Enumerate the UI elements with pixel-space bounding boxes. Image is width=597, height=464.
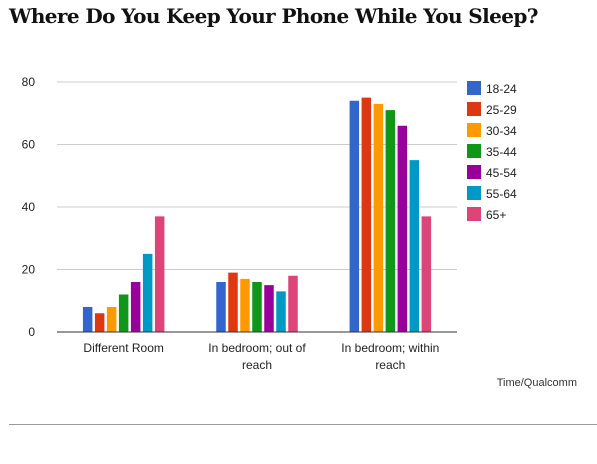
bar-18-24-0 [82, 307, 93, 332]
legend-label: 18-24 [486, 82, 517, 96]
gridlines [57, 81, 457, 270]
legend-label: 65+ [486, 208, 506, 222]
y-tick-label: 80 [22, 75, 36, 89]
legend-swatch [467, 102, 481, 116]
bar-65+-2 [421, 216, 432, 332]
footer-divider [9, 424, 597, 425]
y-tick-label: 60 [22, 138, 36, 152]
y-axis-ticks: 0 20 40 60 80 [22, 75, 36, 339]
legend-swatch [467, 207, 481, 221]
bar-45-54-1 [264, 285, 274, 332]
bar-25-29-0 [94, 313, 105, 332]
bar-chart: 0 20 40 60 80 Different Room In bedroom; out … [22, 75, 517, 372]
legend-swatch [467, 123, 481, 137]
y-tick-label: 40 [22, 200, 36, 214]
legend-label: 55-64 [486, 187, 517, 201]
x-tick-label: In bedroom; within [341, 341, 439, 355]
x-tick-label: Different Room [83, 341, 163, 355]
bar-18-24-2 [349, 100, 360, 332]
bar-55-64-2 [409, 160, 420, 332]
legend-swatch [467, 144, 481, 158]
bar-30-34-1 [240, 278, 250, 332]
x-tick-label: reach [242, 358, 272, 372]
bar-25-29-1 [228, 272, 238, 332]
legend: 18-24 25-29 30-34 35-44 45-54 55-64 65+ [467, 81, 517, 222]
legend-label: 30-34 [486, 124, 517, 138]
bar-35-44-1 [252, 282, 262, 332]
legend-swatch [467, 186, 481, 200]
chart-title: Where Do You Keep Your Phone While You S… [9, 4, 538, 28]
legend-swatch [467, 165, 481, 179]
source-credit: Time/Qualcomm [496, 377, 577, 389]
y-tick-label: 0 [28, 325, 35, 339]
bar-55-64-1 [276, 291, 286, 332]
bar-30-34-2 [373, 103, 384, 332]
bar-45-54-2 [397, 125, 408, 332]
bars [82, 97, 432, 332]
bar-55-64-0 [142, 253, 153, 332]
bar-18-24-1 [216, 282, 226, 332]
x-axis-labels: Different Room In bedroom; out of reach In … [83, 341, 439, 372]
legend-label: 35-44 [486, 145, 517, 159]
legend-label: 25-29 [486, 103, 517, 117]
legend-label: 45-54 [486, 166, 517, 180]
bar-65+-0 [154, 216, 165, 332]
x-tick-label: reach [375, 358, 405, 372]
legend-swatch [467, 81, 481, 95]
y-tick-label: 20 [22, 263, 36, 277]
bar-65+-1 [288, 275, 298, 332]
bar-30-34-0 [106, 307, 117, 332]
bar-35-44-2 [385, 110, 396, 332]
x-tick-label: In bedroom; out of [208, 341, 306, 355]
bar-35-44-0 [118, 294, 129, 332]
bar-45-54-0 [130, 282, 141, 332]
bar-25-29-2 [361, 97, 372, 332]
